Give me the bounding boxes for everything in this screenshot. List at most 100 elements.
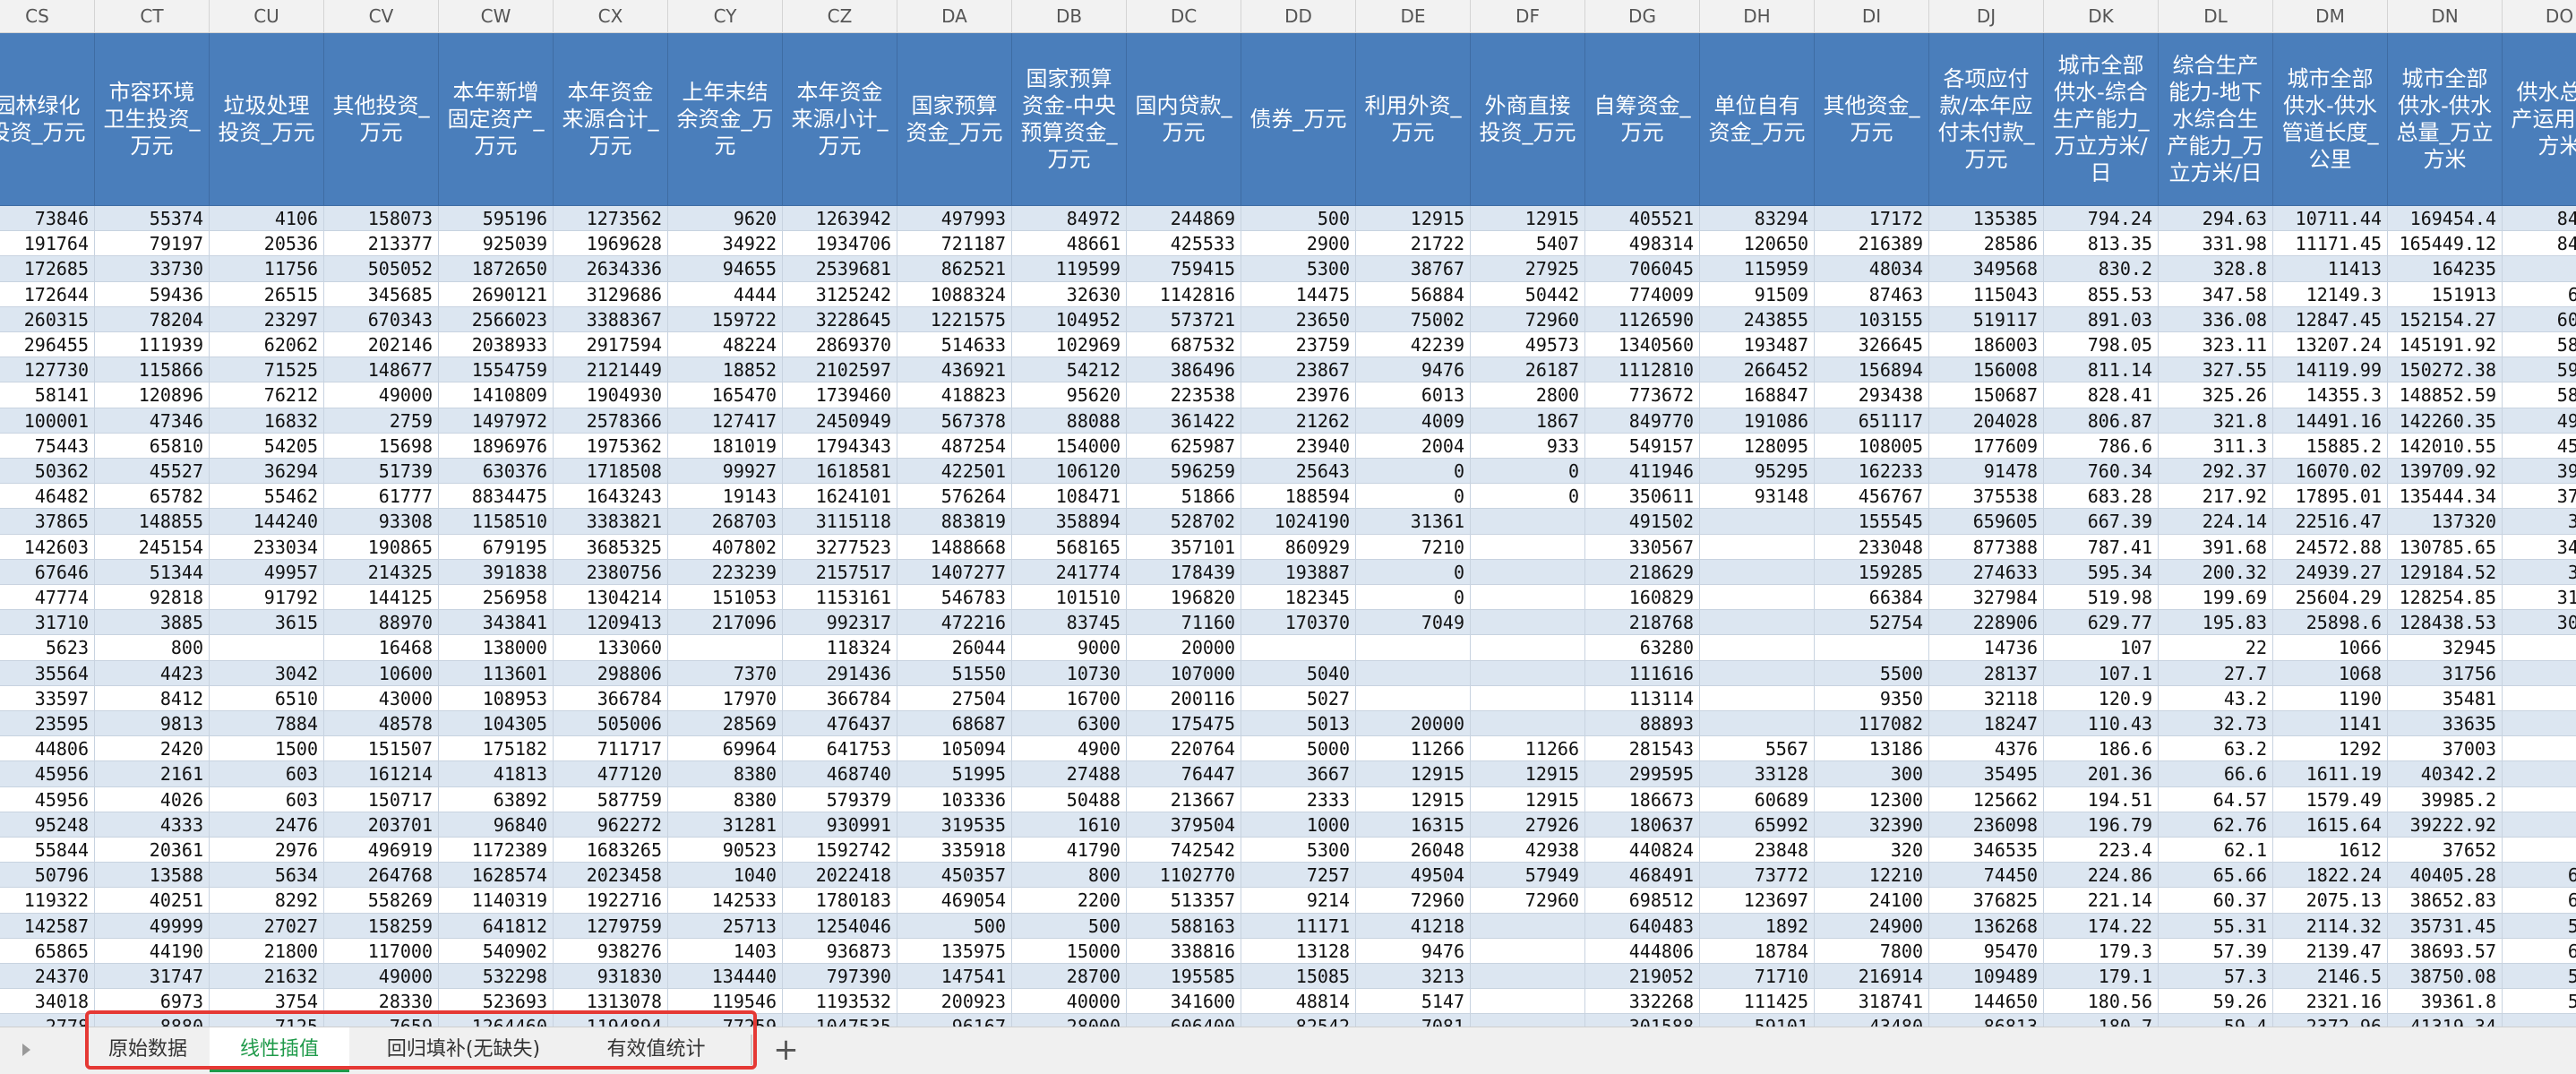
- data-cell: 224.86: [2044, 863, 2159, 889]
- data-cell: 1500: [210, 736, 324, 762]
- data-cell: 108471: [1012, 484, 1127, 510]
- data-cell: 142010.55: [2388, 433, 2503, 459]
- data-cell: 546783: [897, 585, 1012, 611]
- data-cell: 34018: [0, 989, 95, 1015]
- column-letter: CY: [668, 0, 783, 33]
- data-cell: 1969628: [554, 231, 668, 257]
- data-cell: 159722: [668, 306, 783, 332]
- sheet-tab[interactable]: 有效值统计: [606, 1038, 706, 1061]
- sheet-tab[interactable]: 原始数据: [107, 1038, 187, 1061]
- data-cell: 4333: [95, 812, 210, 838]
- data-cell: 17895.01: [2273, 484, 2388, 510]
- data-cell: 9813: [95, 711, 210, 737]
- data-cell: 148852.59: [2388, 382, 2503, 408]
- data-cell: 39361.8: [2388, 989, 2503, 1015]
- data-cell: 4376: [1929, 736, 2044, 762]
- sheet-tab[interactable]: 回归填补(无缺失): [386, 1038, 541, 1061]
- data-cell: 111425: [1700, 989, 1815, 1015]
- data-cell: 2121449: [554, 357, 668, 383]
- data-cell: 528702: [1127, 509, 1241, 535]
- data-cell: 596259: [1127, 459, 1241, 485]
- data-cell: 105094: [897, 736, 1012, 762]
- data-cell: 59770: [2503, 357, 2576, 383]
- data-cell: 391838: [439, 559, 554, 585]
- data-cell: [1471, 1014, 1585, 1027]
- data-cell: 30722: [2503, 610, 2576, 636]
- data-cell: 109489: [1929, 964, 2044, 990]
- column-letter: DD: [1241, 0, 1356, 33]
- data-cell: 860929: [1241, 534, 1356, 560]
- data-cell: 96840: [439, 812, 554, 838]
- data-cell: 1592742: [783, 838, 897, 863]
- data-cell: 11266: [1356, 736, 1471, 762]
- data-cell: 38750.08: [2388, 964, 2503, 990]
- data-cell: 855.53: [2044, 281, 2159, 307]
- data-cell: 345685: [324, 281, 439, 307]
- data-cell: 813.35: [2044, 231, 2159, 257]
- column-header: 城市全部供水-综合生产能力_万立方米/日: [2044, 33, 2159, 206]
- data-cell: 321.8: [2159, 408, 2273, 434]
- data-cell: 104952: [1012, 306, 1127, 332]
- column-header: 其他投资_万元: [324, 33, 439, 206]
- data-cell: 34922: [668, 231, 783, 257]
- data-cell: 60689: [1700, 786, 1815, 812]
- data-cell: 22516.47: [2273, 509, 2388, 535]
- data-cell: 31361: [1356, 509, 1471, 535]
- data-cell: 1892: [1700, 913, 1815, 939]
- data-cell: 2200: [1012, 888, 1127, 914]
- add-sheet-button[interactable]: +: [773, 1032, 799, 1068]
- data-cell: 33128: [1700, 761, 1815, 787]
- data-cell: 195.83: [2159, 610, 2273, 636]
- data-cell: 43480: [1815, 1014, 1929, 1027]
- data-cell: [1700, 685, 1815, 711]
- data-cell: 180637: [1585, 812, 1700, 838]
- data-cell: 62062: [210, 332, 324, 358]
- data-cell: 50442: [1471, 281, 1585, 307]
- data-cell: 9214: [1241, 888, 1356, 914]
- data-cell: 95295: [1700, 459, 1815, 485]
- data-cell: 75443: [0, 433, 95, 459]
- data-cell: 108953: [439, 685, 554, 711]
- data-cell: 60.37: [2159, 888, 2273, 914]
- data-cell: 21722: [1356, 231, 1471, 257]
- data-cell: 1: [2503, 711, 2576, 737]
- column-header: 单位自有资金_万元: [1700, 33, 1815, 206]
- data-cell: 1102770: [1127, 863, 1241, 889]
- column-header: 自筹资金_万元: [1585, 33, 1700, 206]
- data-cell: 5040: [1241, 660, 1356, 686]
- data-cell: 742542: [1127, 838, 1241, 863]
- data-cell: 28330: [324, 989, 439, 1015]
- data-cell: 5623: [0, 635, 95, 661]
- tab-scroll-arrow[interactable]: [16, 1040, 36, 1060]
- data-cell: 219052: [1585, 964, 1700, 990]
- data-cell: 651117: [1815, 408, 1929, 434]
- data-cell: 16832: [210, 408, 324, 434]
- data-cell: 32630: [1012, 281, 1127, 307]
- sheet-tab-active[interactable]: 线性插值: [210, 1027, 349, 1072]
- column-header: 本年资金来源合计_万元: [554, 33, 668, 206]
- data-cell: 469054: [897, 888, 1012, 914]
- data-cell: 191764: [0, 231, 95, 257]
- data-cell: 375538: [1929, 484, 2044, 510]
- data-cell: 1934706: [783, 231, 897, 257]
- data-cell: 587759: [554, 786, 668, 812]
- data-cell: 3667: [1241, 761, 1356, 787]
- data-cell: 629.77: [2044, 610, 2159, 636]
- data-cell: 18784: [1700, 938, 1815, 964]
- column-header: 城市全部供水-供水管道长度_公里: [2273, 33, 2388, 206]
- data-cell: 22: [2159, 635, 2273, 661]
- data-cell: 79197: [95, 231, 210, 257]
- data-cell: 625987: [1127, 433, 1241, 459]
- data-cell: 49957: [210, 559, 324, 585]
- data-cell: 1193532: [783, 989, 897, 1015]
- data-cell: 73772: [1700, 863, 1815, 889]
- data-cell: 24100: [1815, 888, 1929, 914]
- data-cell: 111616: [1585, 660, 1700, 686]
- data-cell: 2102597: [783, 357, 897, 383]
- data-cell: [1471, 534, 1585, 560]
- data-cell: 0: [1356, 459, 1471, 485]
- data-cell: 338816: [1127, 938, 1241, 964]
- data-cell: 66.6: [2159, 761, 2273, 787]
- data-cell: 800: [1012, 863, 1127, 889]
- data-cell: 1: [2503, 761, 2576, 787]
